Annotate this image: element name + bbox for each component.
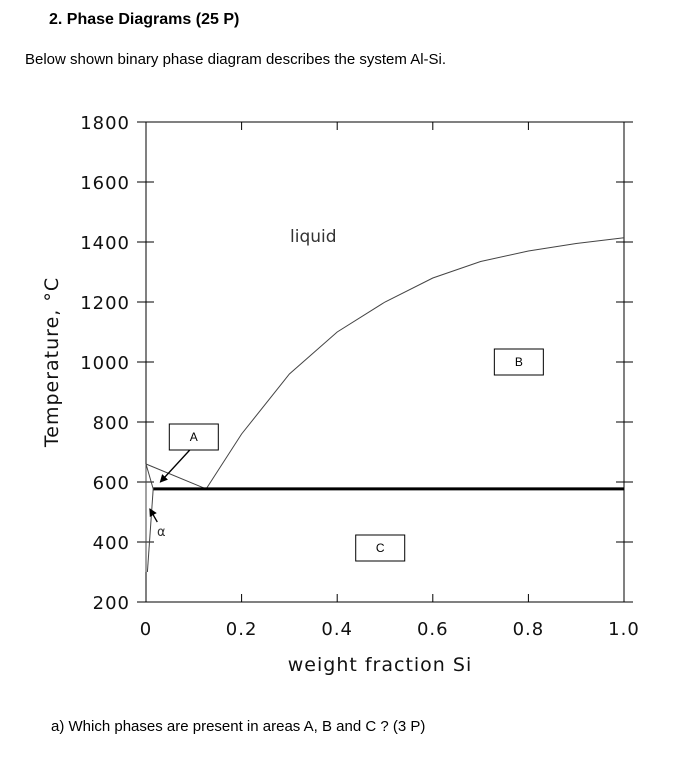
y-axis-ticks: 1800 1600 1400 1200 1000 800 600 400 200	[80, 113, 633, 614]
plot-frame	[145, 121, 625, 603]
phase-boundary-line	[205, 237, 625, 490]
y-tick-label: 1400	[80, 233, 130, 254]
region-box	[493, 348, 544, 376]
x-tick-label: 0.6	[417, 619, 449, 640]
region-label: α	[157, 525, 166, 540]
y-tick-label: 800	[93, 413, 130, 434]
y-tick-label: 1000	[80, 353, 130, 374]
phase-boundary-line	[146, 488, 154, 573]
region-label: C	[376, 541, 385, 555]
x-tick-label: 0.4	[321, 619, 353, 640]
x-axis-ticks: 0 0.2 0.4 0.6 0.8 1.0	[140, 122, 640, 640]
region-box	[355, 534, 406, 562]
y-tick-label: 400	[93, 533, 130, 554]
y-tick-label: 600	[93, 473, 130, 494]
y-tick-label: 1600	[80, 173, 130, 194]
x-tick-label: 0	[140, 619, 152, 640]
arrows	[149, 449, 191, 523]
y-tick-label: 1800	[80, 113, 130, 134]
region-label: liquid	[290, 227, 337, 247]
y-axis-label: Temperature, °C	[41, 277, 63, 448]
region-box	[168, 423, 219, 451]
phase-boundaries	[145, 237, 625, 573]
region-label: B	[515, 355, 523, 369]
y-tick-label: 1200	[80, 293, 130, 314]
y-tick-label: 200	[93, 593, 130, 614]
phase-boundary-line	[145, 463, 154, 490]
annotations: liquid A B Cα	[157, 227, 544, 562]
intro-text: Below shown binary phase diagram describ…	[25, 51, 447, 68]
phase-boundary-line	[145, 463, 207, 490]
question-a: a) Which phases are present in areas A, …	[51, 718, 426, 735]
x-tick-label: 1.0	[608, 619, 640, 640]
x-axis-label: weight fraction Si	[288, 654, 472, 676]
region-label: A	[190, 430, 198, 444]
x-tick-label: 0.2	[226, 619, 258, 640]
x-tick-label: 0.8	[513, 619, 545, 640]
pointer-arrow	[159, 449, 191, 483]
pointer-arrow	[149, 508, 158, 523]
page-heading: 2. Phase Diagrams (25 P)	[49, 11, 240, 28]
